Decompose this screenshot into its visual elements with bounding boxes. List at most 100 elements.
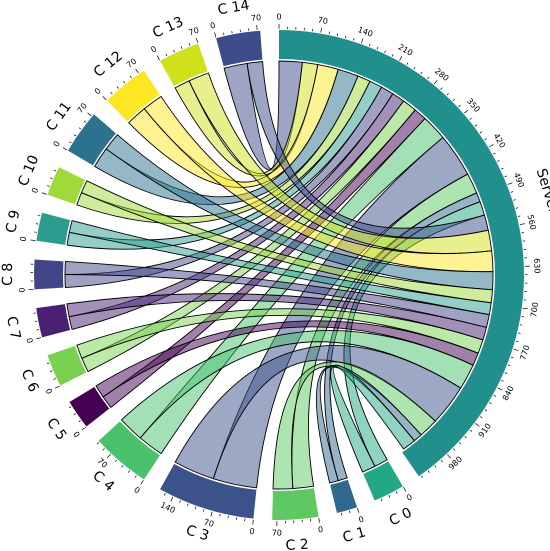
tick-c-11 <box>78 127 82 130</box>
tick-server <box>515 207 519 209</box>
tick-c-9 <box>37 215 41 217</box>
tick-server <box>427 470 430 473</box>
tick-label-c-14: 0 <box>209 21 216 31</box>
tick-server <box>336 33 339 37</box>
tick-c-5 <box>68 406 72 409</box>
tick-c-9 <box>30 239 36 242</box>
tick-label-c-2: 70 <box>272 528 282 537</box>
tick-c-3 <box>203 509 205 512</box>
segment-arc-c-10 <box>47 167 86 205</box>
tick-server <box>522 307 528 310</box>
tick-c-11 <box>69 141 72 144</box>
tick-server <box>427 76 430 80</box>
tick-c-3 <box>194 506 197 510</box>
tick-c-11 <box>87 112 92 117</box>
tick-c-4 <box>127 470 131 473</box>
tick-c-4 <box>96 442 99 445</box>
tick-c-4 <box>114 459 118 463</box>
tick-label-c-3: 140 <box>159 500 177 515</box>
tick-c-13 <box>195 37 199 43</box>
segment-label-c-3: C 3 <box>184 522 211 544</box>
segment-arc-c-12 <box>106 70 160 122</box>
tick-c-12 <box>116 86 119 89</box>
tick-label-c-4: 70 <box>96 456 110 470</box>
tick-label-server: 770 <box>518 344 531 361</box>
tick-server <box>479 131 483 134</box>
segment-label-c-0: C 0 <box>387 505 415 530</box>
tick-c-2 <box>318 517 320 523</box>
tick-server <box>513 199 516 201</box>
tick-server <box>504 175 507 178</box>
tick-server <box>519 324 523 326</box>
ribbon-c-8-to-server <box>64 260 490 328</box>
tick-label-c-5: 0 <box>71 430 81 440</box>
tick-server <box>507 182 513 185</box>
tick-server <box>447 454 451 459</box>
tick-server <box>517 215 521 217</box>
tick-server <box>504 372 508 374</box>
tick-c-1 <box>340 512 343 516</box>
tick-c-3 <box>252 519 254 525</box>
tick-c-12 <box>110 92 113 95</box>
tick-c-3 <box>227 515 229 519</box>
tick-label-c-1: 0 <box>357 514 365 524</box>
segment-arc-c-0 <box>363 461 403 501</box>
tick-label-server: 630 <box>532 258 542 274</box>
tick-server <box>360 38 364 44</box>
segment-arc-c-9 <box>36 212 71 245</box>
tick-server <box>458 105 461 108</box>
segment-arc-c-3 <box>160 463 257 519</box>
tick-label-c-0: 0 <box>405 492 414 502</box>
tick-label-server: 350 <box>465 97 482 114</box>
ribbon-c-14-to-server <box>246 61 489 239</box>
tick-server <box>469 429 473 432</box>
tick-label-c-14: 70 <box>251 13 262 23</box>
tick-c-5 <box>78 420 81 423</box>
ribbon-c-5-to-server <box>95 320 479 398</box>
segment-arc-c-11 <box>67 114 116 166</box>
ribbons-layer <box>64 60 494 490</box>
ribbon-c-2-to-server <box>272 361 436 490</box>
tick-server <box>518 332 521 334</box>
tick-c-11 <box>62 147 68 151</box>
ribbon-c-7-to-server <box>66 293 488 341</box>
tick-server <box>452 98 455 102</box>
tick-label-server: 280 <box>433 66 451 83</box>
tick-c-10 <box>41 192 47 195</box>
tick-server <box>515 340 519 343</box>
segment-arc-c-4 <box>98 421 160 480</box>
tick-server <box>480 416 483 419</box>
tick-server <box>440 459 443 463</box>
tick-server <box>368 43 371 47</box>
segment-label-c-9: C 9 <box>3 209 23 235</box>
tick-c-6 <box>54 385 60 389</box>
segment-label-c-7: C 7 <box>3 315 23 341</box>
tick-c-3 <box>219 513 221 517</box>
tick-c-0 <box>403 487 407 492</box>
tick-c-1 <box>357 508 360 514</box>
tick-c-14 <box>214 32 217 38</box>
tick-c-12 <box>129 75 132 79</box>
tick-c-0 <box>388 495 391 498</box>
tick-label-c-11: 0 <box>52 140 62 149</box>
tick-server <box>434 465 437 468</box>
ribbon-c-3-to-server <box>174 345 462 480</box>
tick-server <box>501 379 504 382</box>
tick-server <box>497 160 500 162</box>
tick-server <box>507 364 511 367</box>
segment-label-c-13: C 13 <box>150 14 186 42</box>
segment-label-c-14: C 14 <box>217 0 251 18</box>
tick-c-4 <box>121 465 124 468</box>
tick-label-c-3: 0 <box>249 527 255 536</box>
tick-label-c-8: 0 <box>17 287 26 293</box>
tick-c-14 <box>223 32 225 36</box>
tick-server <box>497 387 503 391</box>
tick-label-server: 490 <box>512 171 526 189</box>
tick-label-c-10: 0 <box>30 187 40 195</box>
tick-label-c-13: 70 <box>188 26 201 38</box>
tick-label-server: 140 <box>357 25 374 39</box>
tick-c-3 <box>187 503 189 507</box>
tick-server <box>413 66 416 70</box>
tick-c-13 <box>180 46 183 50</box>
tick-label-c-6: 0 <box>44 387 54 396</box>
